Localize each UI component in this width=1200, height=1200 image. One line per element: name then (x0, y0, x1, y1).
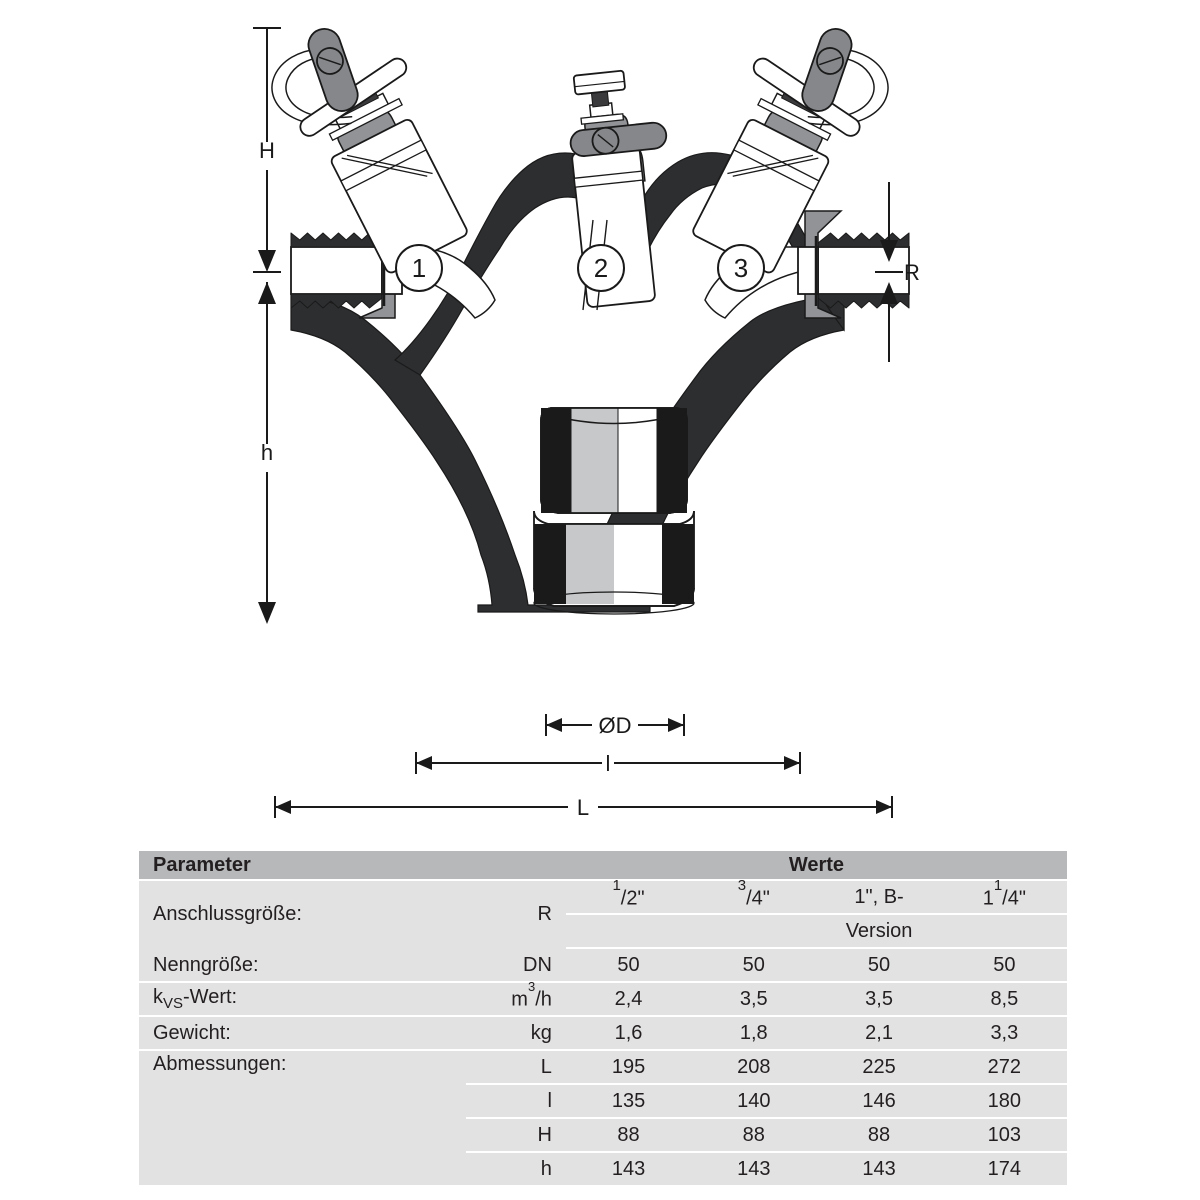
svg-text:R: R (904, 260, 920, 285)
svg-text:1: 1 (412, 253, 426, 283)
svg-text:h: h (261, 440, 273, 465)
svg-text:3: 3 (734, 253, 748, 283)
svg-text:H: H (259, 138, 275, 163)
svg-text:ØD: ØD (599, 713, 632, 738)
svg-text:l: l (606, 751, 611, 776)
svg-text:2: 2 (594, 253, 608, 283)
svg-text:L: L (577, 795, 589, 820)
